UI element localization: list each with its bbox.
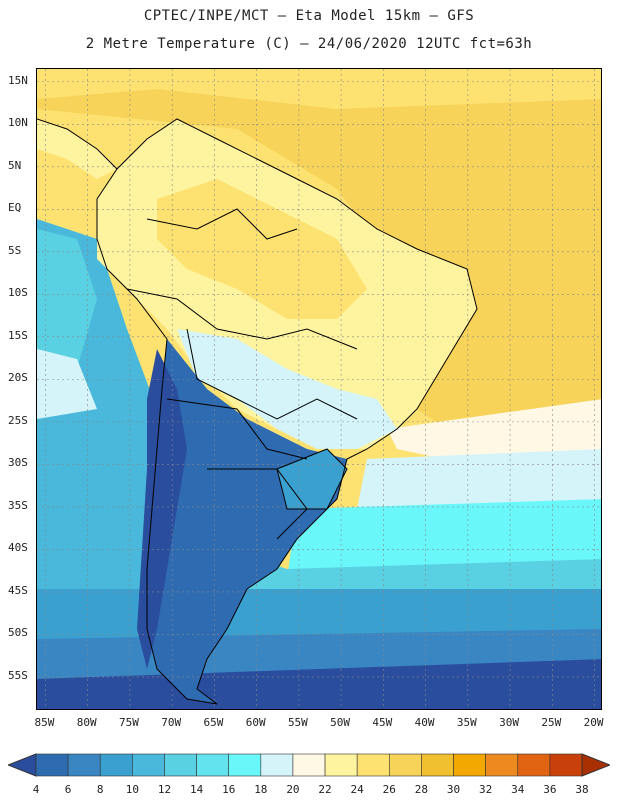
- colorbar-swatch: [35, 753, 69, 777]
- colorbar-tick-label: 14: [189, 783, 204, 796]
- colorbar-swatch: [517, 753, 551, 777]
- colorbar-swatch: [356, 753, 390, 777]
- chart-title-line1: CPTEC/INPE/MCT – Eta Model 15km – GFS: [143, 8, 475, 24]
- colorbar-swatch: [421, 753, 454, 777]
- land-tropical-warm: [157, 179, 367, 319]
- latitude-label: 10N: [8, 116, 28, 130]
- latitude-label: 5N: [8, 158, 22, 172]
- colorbar-tick-label: 22: [318, 783, 332, 796]
- latitude-label: 15N: [8, 73, 28, 87]
- map-canvas: [37, 69, 601, 709]
- colorbar-tick-label: 18: [254, 783, 268, 796]
- longitude-label: 45W: [372, 716, 393, 729]
- latitude-label: 40S: [8, 541, 28, 555]
- land-central-cool: [177, 329, 397, 449]
- land-uruguay: [277, 449, 347, 509]
- latitude-label: 10S: [8, 286, 28, 300]
- colorbar-swatch: [99, 753, 133, 777]
- chart-title-line2: 2 Metre Temperature (C) – 24/06/2020 12U…: [85, 36, 533, 52]
- latitude-label: 55S: [8, 668, 28, 682]
- colorbar-tick-label: 6: [64, 783, 72, 796]
- colorbar-arrow-high: [581, 753, 610, 777]
- land-southern-cone: [147, 339, 347, 704]
- land-andes-cold: [137, 349, 187, 669]
- colorbar-swatch: [228, 753, 262, 777]
- colorbar-swatch: [453, 753, 486, 777]
- colorbar-tick-label: 38: [575, 783, 589, 796]
- latitude-label: 20S: [8, 371, 28, 385]
- colorbar-tick-label: 24: [350, 783, 364, 796]
- temperature-map: [36, 68, 602, 710]
- ocean-west-20: [37, 229, 97, 389]
- colorbar-swatch: [324, 753, 358, 777]
- ocean-band-18: [287, 499, 601, 579]
- colorbar-tick-label: 20: [286, 783, 300, 796]
- colorbar-arrow-low: [8, 753, 37, 777]
- colorbar-tick-label: 32: [479, 783, 493, 796]
- ocean-west-22: [37, 349, 97, 419]
- longitude-label: 55W: [287, 716, 308, 729]
- colorbar-swatch: [67, 753, 101, 777]
- land-central-america: [37, 119, 117, 179]
- latitude-label: 35S: [8, 498, 28, 512]
- longitude-label: 20W: [583, 716, 604, 729]
- colorbar-swatch: [388, 753, 422, 777]
- longitude-label: 50W: [330, 716, 351, 729]
- graticule-grid: [37, 69, 601, 709]
- longitude-label: 25W: [541, 716, 562, 729]
- latitude-label: EQ: [8, 201, 22, 215]
- longitude-label: 65W: [203, 716, 224, 729]
- longitude-label: 60W: [245, 716, 266, 729]
- ocean-band-8: [37, 659, 601, 709]
- country-borders: [37, 118, 478, 705]
- colorbar-tick-label: 26: [382, 783, 396, 796]
- colorbar-tick-label: 12: [157, 783, 172, 796]
- latitude-label: 5S: [8, 243, 22, 257]
- longitude-label: 40W: [414, 716, 435, 729]
- longitude-label: 70W: [161, 716, 182, 729]
- latitude-label: 15S: [8, 328, 28, 342]
- temperature-colorbar: [8, 753, 610, 777]
- ocean-north-warm: [37, 69, 601, 449]
- longitude-label: 85W: [34, 716, 55, 729]
- longitude-label: 30W: [499, 716, 519, 729]
- ocean-band-20: [357, 449, 601, 509]
- colorbar-tick-label: 34: [511, 783, 525, 796]
- colorbar-swatch: [260, 753, 294, 777]
- colorbar-tick-label: 16: [222, 783, 236, 796]
- longitude-label: 35W: [456, 716, 477, 729]
- colorbar-tick-label: 36: [543, 783, 557, 796]
- colorbar-swatch: [196, 753, 230, 777]
- latitude-label: 45S: [8, 583, 28, 597]
- colorbar-tick-label: 30: [446, 783, 461, 796]
- colorbar-swatch: [132, 753, 165, 777]
- colorbar-tick-label: 10: [125, 783, 139, 796]
- colorbar-tick-label: 8: [96, 783, 104, 796]
- latitude-label: 50S: [8, 626, 28, 640]
- colorbar-swatch: [549, 753, 583, 777]
- longitude-label: 75W: [118, 716, 139, 729]
- ocean-band-24: [37, 69, 601, 109]
- colorbar-tick-label: 28: [414, 783, 429, 796]
- latitude-label: 30S: [8, 456, 28, 470]
- colorbar-swatch: [485, 753, 519, 777]
- colorbar-swatch: [164, 753, 197, 777]
- latitude-label: 25S: [8, 413, 28, 427]
- colorbar-swatch: [292, 753, 326, 777]
- colorbar-tick-label: 4: [32, 783, 40, 796]
- longitude-label: 80W: [76, 716, 97, 729]
